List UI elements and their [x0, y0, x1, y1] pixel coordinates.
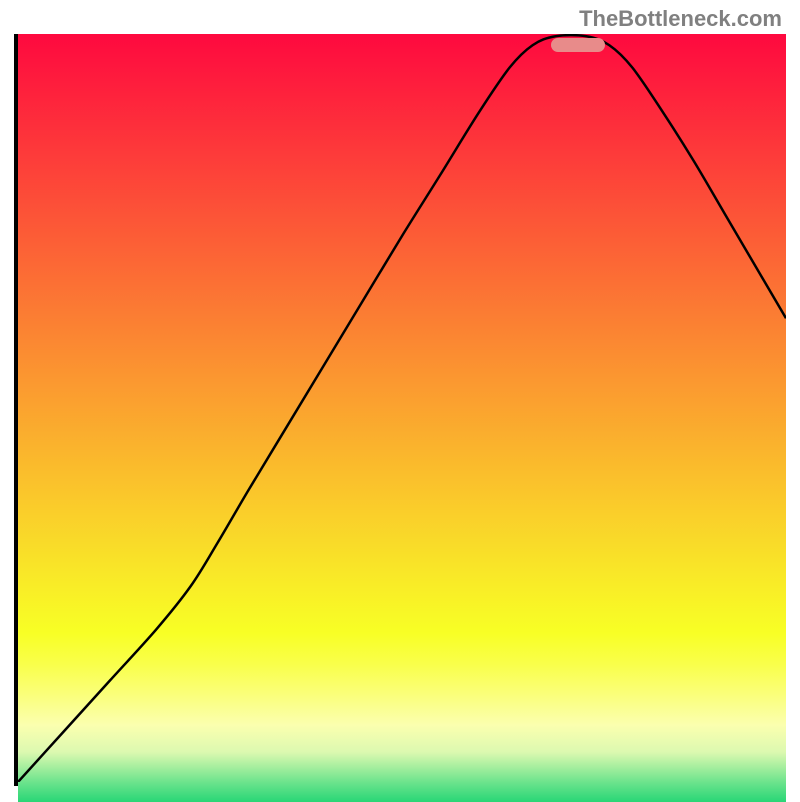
curve-path	[18, 35, 786, 782]
optimum-marker	[551, 38, 605, 52]
bottleneck-curve	[18, 34, 786, 782]
watermark-text: TheBottleneck.com	[579, 6, 782, 32]
bottleneck-chart	[14, 34, 786, 786]
